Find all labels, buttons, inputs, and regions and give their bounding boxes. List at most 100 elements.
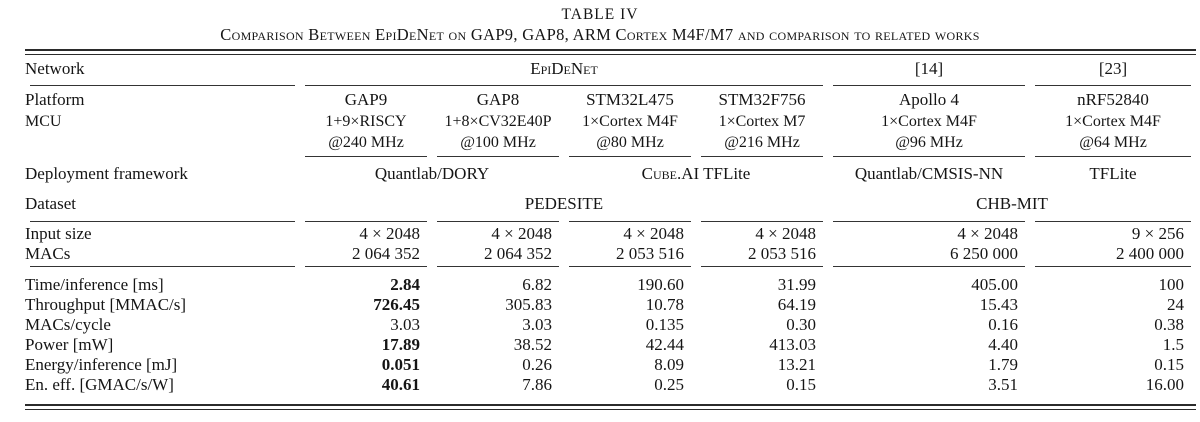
metric-value-cell: 40.61 xyxy=(381,375,420,394)
platform-clock: @216 MHz xyxy=(724,134,800,151)
framework-cubeai: Cube.AI xyxy=(641,164,700,183)
input-size-cell: 9 × 256 xyxy=(1131,224,1184,243)
table-caption: TABLE IV Comparison Between EpiDeNet on … xyxy=(0,0,1200,44)
dataset-row-label: Dataset xyxy=(25,194,76,213)
mcu-row-label: MCU xyxy=(25,113,62,130)
metric-value-cell: 0.135 xyxy=(645,315,684,334)
platform-cores: 1×Cortex M4F xyxy=(881,113,977,130)
network-row-label: Network xyxy=(25,59,85,78)
metric-row-label: Power [mW] xyxy=(25,335,114,354)
metric-value-cell: 16.00 xyxy=(1145,375,1184,394)
input-size-cell: 4 × 2048 xyxy=(755,224,816,243)
comparison-table: Network EpiDeNet [14] [23] Platform MCU … xyxy=(25,49,1196,410)
platform-clock: @100 MHz xyxy=(460,134,536,151)
platform-cores: 1×Cortex M4F xyxy=(1065,113,1161,130)
platform-name: Apollo 4 xyxy=(899,90,959,109)
metric-value-cell: 0.15 xyxy=(786,375,816,394)
bottom-double-rule xyxy=(25,404,1196,410)
metric-row-label: Throughput [MMAC/s] xyxy=(25,295,187,314)
table-number-title: TABLE IV xyxy=(561,6,639,23)
platform-mcu-row-label: Platform MCU xyxy=(25,88,300,154)
platform-cell-gap8: GAP8 1+8×CV32E40P @100 MHz xyxy=(432,88,564,154)
platform-cell-nrf52840: nRF52840 1×Cortex M4F @64 MHz xyxy=(1030,88,1196,154)
ref14-header: [14] xyxy=(914,59,944,78)
metric-row-label: En. eff. [GMAC/s/W] xyxy=(25,375,174,394)
macs-cell: 2 053 516 xyxy=(616,244,684,263)
metric-value-cell: 6.82 xyxy=(522,275,552,294)
metric-value-cell: 1.79 xyxy=(988,355,1018,374)
input-size-cell: 4 × 2048 xyxy=(491,224,552,243)
metric-value-cell: 413.03 xyxy=(769,335,816,354)
platform-clock: @80 MHz xyxy=(596,134,664,151)
platform-cell-stm32f756: STM32F756 1×Cortex M7 @216 MHz xyxy=(696,88,828,154)
macs-cell: 2 064 352 xyxy=(484,244,552,263)
platform-clock: @240 MHz xyxy=(328,134,404,151)
metric-value-cell: 0.051 xyxy=(381,355,420,374)
metric-value-cell: 3.03 xyxy=(390,315,420,334)
framework-cell-cubeai-tflite: Cube.AI TFLite xyxy=(564,159,828,189)
metric-value-cell: 3.03 xyxy=(522,315,552,334)
metric-value-cell: 2.84 xyxy=(390,275,420,294)
macs-cell: 6 250 000 xyxy=(950,244,1018,263)
metric-value-cell: 190.60 xyxy=(637,275,684,294)
platform-name: STM32F756 xyxy=(718,90,806,109)
platform-name: STM32L475 xyxy=(586,90,674,109)
platform-name: GAP9 xyxy=(344,90,388,109)
platform-cores: 1+9×RISCY xyxy=(325,113,407,130)
input-size-row-label: Input size xyxy=(25,224,92,243)
metric-value-cell: 0.25 xyxy=(654,375,684,394)
metric-row-label: MACs/cycle xyxy=(25,315,111,334)
metric-value-cell: 7.86 xyxy=(522,375,552,394)
input-size-cell: 4 × 2048 xyxy=(359,224,420,243)
framework-cell-quantlab-cmsis: Quantlab/CMSIS-NN xyxy=(854,164,1004,183)
metric-value-cell: 13.21 xyxy=(777,355,816,374)
metric-value-cell: 42.44 xyxy=(645,335,684,354)
metric-value-cell: 10.78 xyxy=(645,295,684,314)
epidenet-group-header: EpiDeNet xyxy=(530,59,598,78)
deployment-row-label: Deployment framework xyxy=(25,164,188,183)
platform-cores: 1×Cortex M4F xyxy=(582,113,678,130)
platform-clock: @64 MHz xyxy=(1079,134,1147,151)
input-size-cell: 4 × 2048 xyxy=(957,224,1018,243)
macs-cell: 2 400 000 xyxy=(1116,244,1184,263)
platform-cores: 1+8×CV32E40P xyxy=(444,113,552,130)
metric-value-cell: 100 xyxy=(1158,275,1185,294)
metric-value-cell: 0.26 xyxy=(522,355,552,374)
metric-row-label: Energy/inference [mJ] xyxy=(25,355,178,374)
metric-value-cell: 31.99 xyxy=(777,275,816,294)
table-subtitle: Comparison Between EpiDeNet on GAP9, GAP… xyxy=(220,25,980,44)
metric-value-cell: 0.38 xyxy=(1154,315,1184,334)
platform-cores: 1×Cortex M7 xyxy=(718,113,806,130)
platform-cell-stm32l475: STM32L475 1×Cortex M4F @80 MHz xyxy=(564,88,696,154)
platform-name: GAP8 xyxy=(476,90,520,109)
metric-value-cell: 8.09 xyxy=(654,355,684,374)
metric-value-cell: 0.15 xyxy=(1154,355,1184,374)
metric-row-label: Time/inference [ms] xyxy=(25,275,164,294)
metric-value-cell: 4.40 xyxy=(988,335,1018,354)
rule-row xyxy=(25,264,1196,269)
metric-value-cell: 24 xyxy=(1167,295,1184,314)
metric-value-cell: 0.16 xyxy=(988,315,1018,334)
top-double-rule xyxy=(25,49,1196,55)
metric-value-cell: 17.89 xyxy=(381,335,420,354)
metric-value-cell: 0.30 xyxy=(786,315,816,334)
ref23-header: [23] xyxy=(1098,59,1128,78)
metric-value-cell: 38.52 xyxy=(513,335,552,354)
metric-value-cell: 1.5 xyxy=(1162,335,1184,354)
macs-cell: 2 064 352 xyxy=(352,244,420,263)
macs-row-label: MACs xyxy=(25,244,71,263)
metric-value-cell: 15.43 xyxy=(979,295,1018,314)
metric-value-cell: 64.19 xyxy=(777,295,816,314)
macs-cell: 2 053 516 xyxy=(748,244,816,263)
platform-cell-apollo4: Apollo 4 1×Cortex M4F @96 MHz xyxy=(828,88,1030,154)
platform-cell-gap9: GAP9 1+9×RISCY @240 MHz xyxy=(300,88,432,154)
dataset-cell-pedesite: PEDESITE xyxy=(524,194,604,213)
dataset-cell-chbmit: CHB-MIT xyxy=(976,194,1048,213)
metric-value-cell: 3.51 xyxy=(988,375,1018,394)
rule-row xyxy=(25,154,1196,159)
metric-value-cell: 305.83 xyxy=(505,295,552,314)
framework-tflite-stm: TFLite xyxy=(699,164,751,183)
framework-cell-quantlab-dory: Quantlab/DORY xyxy=(374,164,490,183)
rule-row xyxy=(25,83,1196,88)
framework-cell-tflite-nrf: TFLite xyxy=(1089,164,1137,183)
